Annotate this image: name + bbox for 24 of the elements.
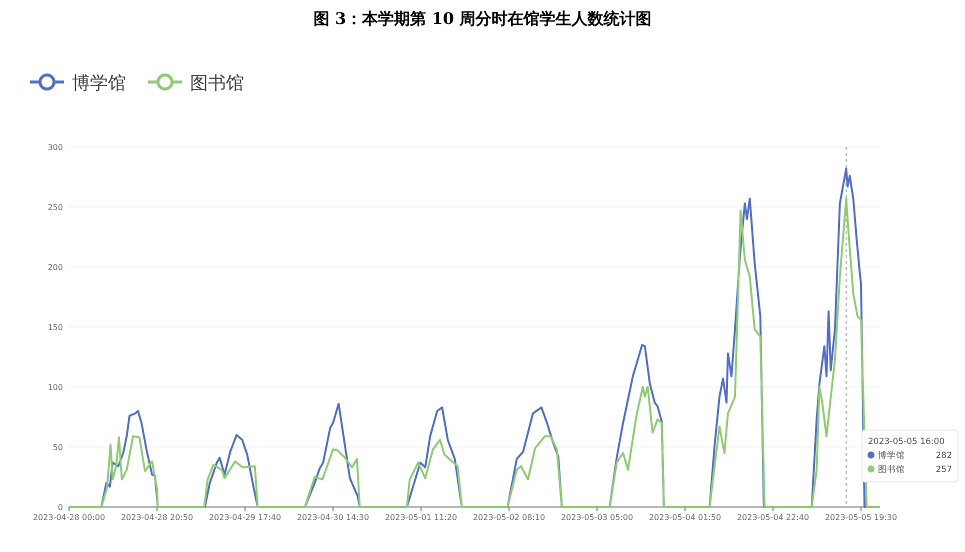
annotation: 博学馆: [878, 450, 905, 461]
y-tick-label: 300: [48, 143, 63, 152]
x-tick-label: 2023-04-28 00:00: [32, 513, 106, 522]
x-tick-label: 2023-05-04 01:50: [648, 513, 722, 522]
legend-label: 博学馆: [72, 73, 126, 94]
x-tick-label: 2023-04-30 14:30: [296, 513, 370, 522]
title: 图 3：本学期第 10 周分时在馆学生人数统计图: [313, 9, 652, 28]
x-tick-label: 2023-05-03 05:00: [560, 513, 634, 522]
annotation: 2023-05-05 16:00: [868, 437, 945, 447]
y-tick-label: 250: [48, 203, 63, 212]
y-tick-label: 50: [52, 443, 63, 452]
x-tick-label: 2023-05-01 11:20: [384, 513, 458, 522]
y-tick-label: 150: [48, 323, 63, 332]
x-tick-label: 2023-05-02 08:10: [472, 513, 546, 522]
tooltip: 2023-05-05 16:00 博学馆 282 图书馆 257: [862, 430, 958, 482]
y-tick-label: 0: [58, 503, 63, 512]
legend-label: 图书馆: [190, 73, 244, 94]
x-tick-label: 2023-05-05 19:30: [824, 513, 898, 522]
annotation: 图书馆: [878, 464, 905, 475]
y-tick-label: 200: [48, 263, 63, 272]
x-tick-label: 2023-05-04 22:40: [736, 513, 810, 522]
x-tick-label: 2023-04-29 17:40: [208, 513, 282, 522]
x-tick-label: 2023-04-28 20:50: [120, 513, 194, 522]
y-tick-label: 100: [48, 383, 63, 392]
